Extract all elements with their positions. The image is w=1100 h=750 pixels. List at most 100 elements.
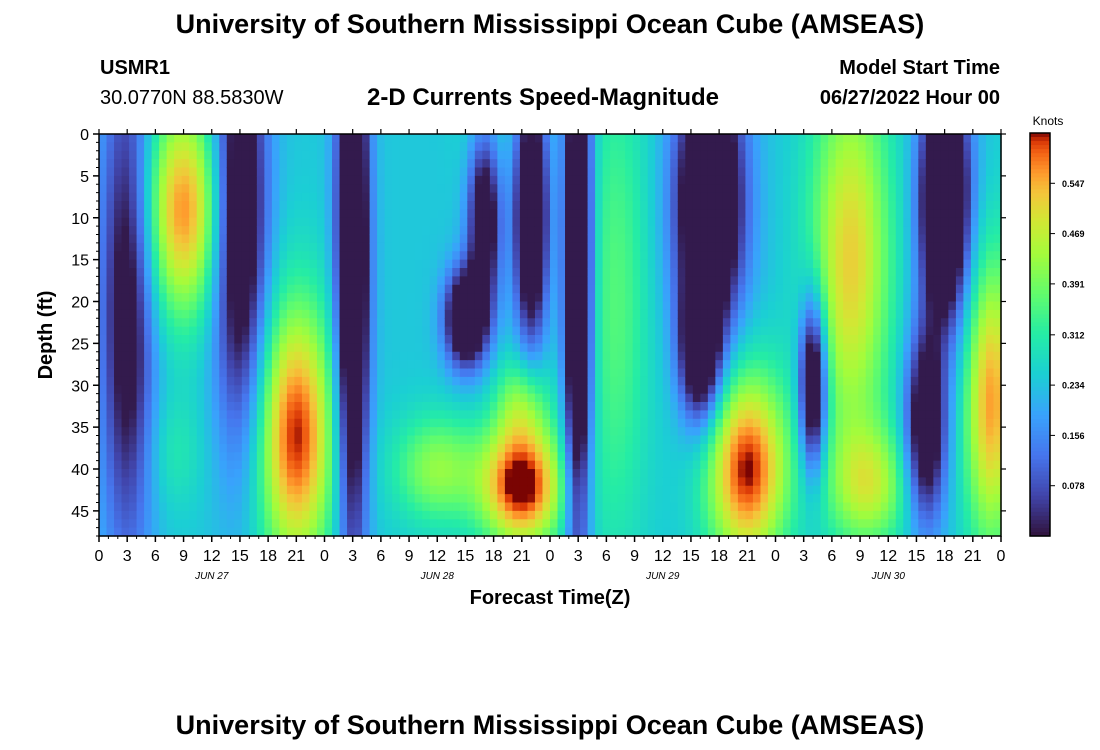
heatmap-cell [286,284,296,294]
heatmap-cell [504,360,514,370]
heatmap-cell [444,134,453,143]
heatmap-cell [249,460,258,470]
heatmap-cell [580,519,589,529]
heatmap-cell [722,326,731,336]
heatmap-cell [414,242,423,252]
heatmap-cell [354,418,363,428]
heatmap-cell [362,226,371,236]
heatmap-cell [332,301,341,311]
heatmap-cell [587,435,596,445]
heatmap-cell [347,435,356,445]
heatmap-cell [219,469,228,478]
heatmap-cell [775,318,784,328]
heatmap-cell [565,410,574,420]
heatmap-cell [572,460,581,470]
heatmap-cell [407,527,416,537]
heatmap-cell [745,234,754,244]
heatmap-cell [437,192,446,202]
heatmap-cell [181,251,190,261]
heatmap-cell [745,427,754,437]
heatmap-cell [610,142,619,152]
heatmap-cell [256,150,265,160]
heatmap-cell [565,519,574,529]
heatmap-cell [798,460,807,470]
heatmap-cell [399,175,408,185]
heatmap-cell [459,376,468,386]
heatmap-cell [369,142,378,152]
heatmap-cell [497,150,506,160]
heatmap-cell [858,276,867,286]
heatmap-cell [264,335,273,344]
heatmap-cell [189,385,198,395]
heatmap-cell [196,309,205,319]
heatmap-cell [745,259,754,269]
heatmap-cell [550,376,559,386]
heatmap-cell [805,259,814,269]
heatmap-cell [226,159,235,169]
heatmap-cell [429,301,438,311]
heatmap-cell [264,259,273,269]
heatmap-cell [760,469,769,478]
heatmap-cell [422,268,431,277]
heatmap-cell [204,485,213,495]
heatmap-cell [760,368,769,378]
heatmap-cell [752,343,762,353]
heatmap-cell [655,201,664,210]
heatmap-cell [850,494,859,504]
heatmap-cell [813,134,822,143]
heatmap-cell [121,494,130,504]
heatmap-cell [286,276,296,286]
heatmap-cell [392,385,401,395]
heatmap-cell [572,226,581,236]
heatmap-cell [602,159,611,169]
heatmap-cell [211,217,220,227]
heatmap-cell [813,251,822,261]
heatmap-cell [850,335,859,344]
heatmap-cell [813,427,822,437]
heatmap-cell [144,351,153,361]
heatmap-cell [444,376,453,386]
heatmap-cell [527,368,536,378]
heatmap-cell [339,150,348,160]
heatmap-cell [587,452,596,462]
heatmap-cell [625,167,634,177]
heatmap-cell [640,201,649,210]
heatmap-cell [324,335,333,344]
heatmap-cell [144,159,153,169]
heatmap-cell [752,326,762,336]
heatmap-cell [602,134,611,143]
heatmap-cell [429,427,438,437]
heatmap-cell [362,368,371,378]
heatmap-cell [121,217,130,227]
heatmap-cell [211,418,220,428]
heatmap-cell [407,150,416,160]
heatmap-cell [692,477,701,487]
heatmap-cell [715,268,724,277]
heatmap-cell [835,418,844,428]
heatmap-cell [662,494,671,504]
heatmap-cell [737,519,747,529]
heatmap-cell [662,142,671,152]
heatmap-cell [662,427,671,437]
heatmap-cell [204,150,213,160]
heatmap-cell [309,343,318,353]
heatmap-cell [504,293,514,303]
heatmap-cell [512,443,521,453]
heatmap-cell [700,217,709,227]
heatmap-cell [377,494,386,504]
heatmap-cell [550,335,559,344]
heatmap-cell [527,276,536,286]
heatmap-cell [332,159,341,169]
heatmap-cell [737,201,747,210]
heatmap-cell [730,393,739,403]
heatmap-cell [159,385,168,395]
heatmap-cell [670,159,679,169]
heatmap-cell [437,175,446,185]
heatmap-cell [301,519,311,529]
heatmap-cell [767,435,777,445]
heatmap-cell [677,460,686,470]
heatmap-cell [211,226,220,236]
heatmap-cell [347,376,356,386]
heatmap-cell [677,452,686,462]
heatmap-cell [625,184,634,194]
